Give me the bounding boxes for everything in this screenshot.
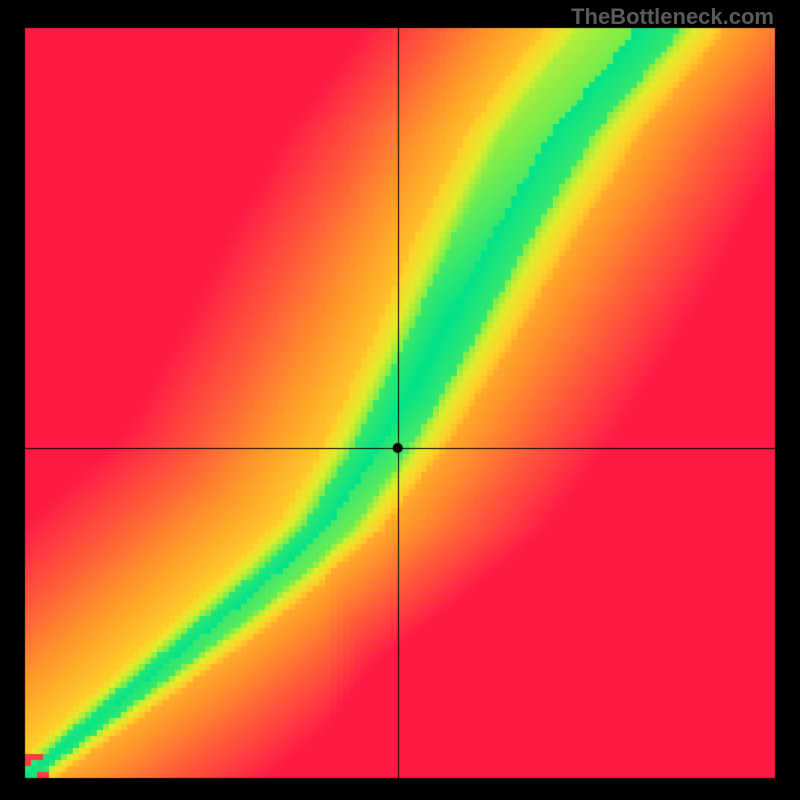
watermark-text: TheBottleneck.com bbox=[571, 4, 774, 30]
chart-container: TheBottleneck.com bbox=[0, 0, 800, 800]
heatmap-canvas bbox=[0, 0, 800, 800]
